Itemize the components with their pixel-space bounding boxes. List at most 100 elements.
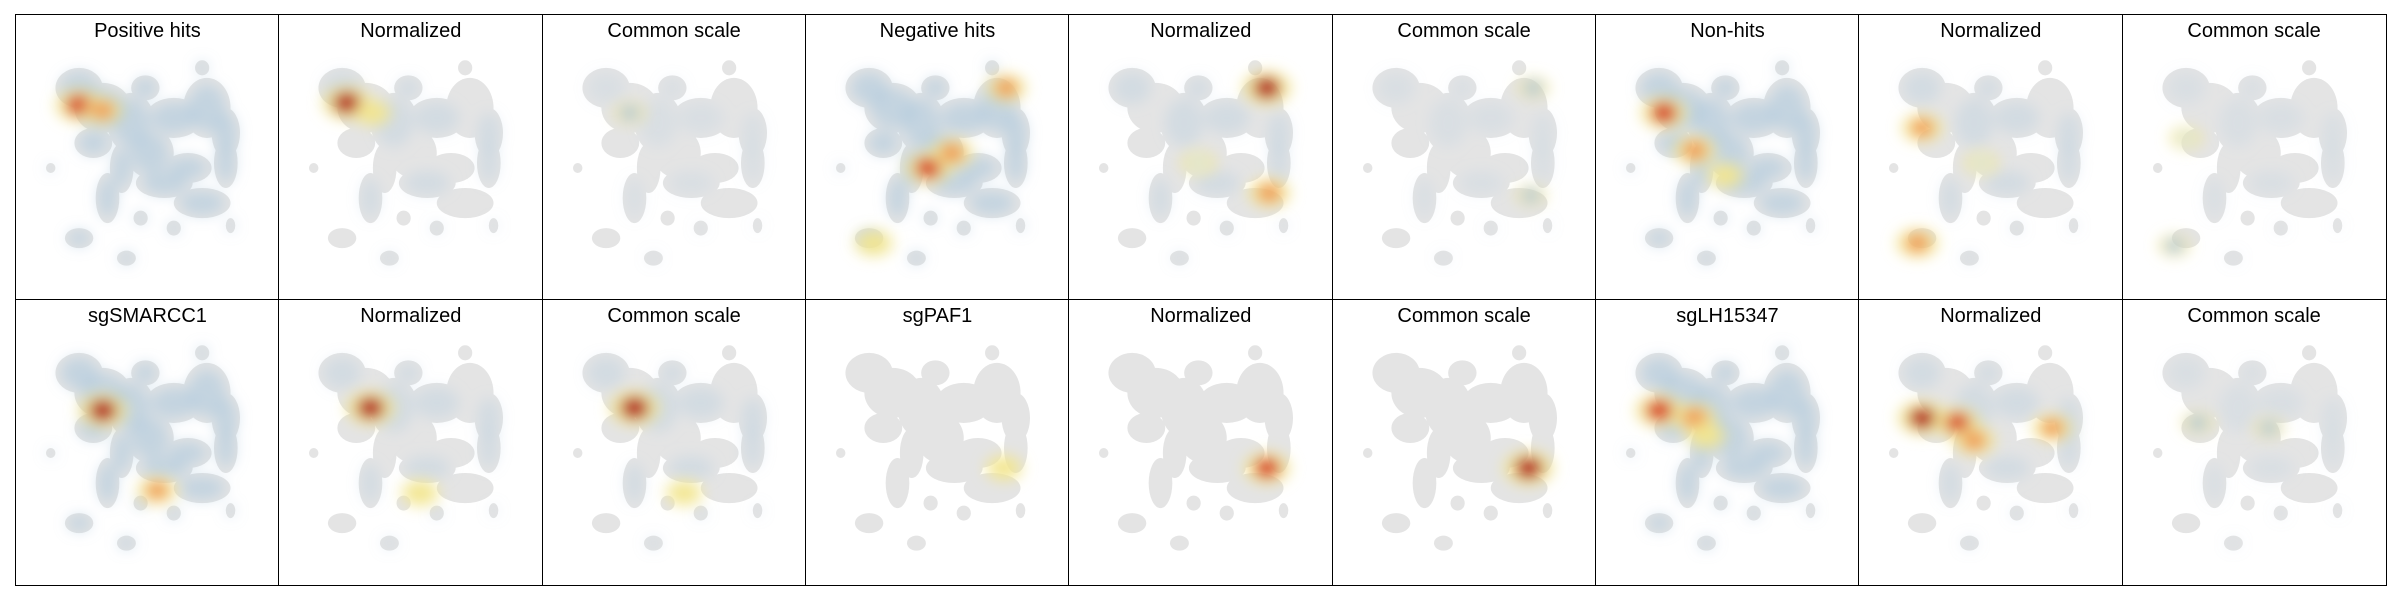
density-blob	[1941, 178, 1961, 219]
density-blob	[1221, 222, 1233, 235]
density-blob	[1626, 163, 1635, 173]
hotspot	[1514, 457, 1543, 480]
density-panel: Common scale	[2121, 299, 2387, 586]
cell-cluster	[2038, 345, 2053, 361]
density-panel: Common scale	[541, 299, 807, 586]
density-blob	[1776, 346, 1788, 359]
density-blob	[490, 504, 498, 517]
hotspot	[1253, 77, 1281, 99]
density-blob	[168, 507, 180, 520]
density-blob	[645, 252, 661, 265]
density-blob	[2011, 507, 2023, 520]
cell-cluster	[1381, 228, 1410, 249]
cell-cluster	[2280, 188, 2338, 219]
density-blob	[226, 219, 235, 232]
density-map	[1889, 345, 2084, 551]
hotspot-layer	[1243, 451, 1292, 485]
density-blob	[216, 142, 236, 184]
density-blob	[187, 83, 226, 132]
cell-cluster	[921, 360, 950, 386]
density-blob	[1806, 219, 1815, 232]
density-blob	[382, 252, 398, 265]
cell-cluster	[700, 473, 758, 504]
density-blob	[131, 417, 170, 459]
density-layer	[1626, 61, 1818, 265]
density-blob	[98, 463, 117, 504]
cell-cluster	[309, 447, 319, 459]
cell-cluster	[1433, 535, 1453, 551]
density-blob	[1794, 397, 1818, 438]
density-blob	[677, 386, 724, 419]
panel-title: Normalized	[1150, 20, 1252, 42]
cell-cluster	[906, 535, 926, 551]
density-blob	[2257, 101, 2304, 134]
density-blob	[112, 147, 132, 189]
density-blob	[986, 61, 998, 74]
density-blob	[1759, 191, 1805, 216]
density-blob	[133, 77, 157, 98]
density-blob	[179, 476, 225, 501]
hotspot	[1650, 102, 1677, 124]
hotspot	[863, 234, 885, 252]
density-panel: Normalized	[1068, 299, 1334, 586]
cell-cluster	[2240, 495, 2255, 511]
density-map	[2152, 345, 2347, 551]
density-blob	[1151, 178, 1171, 219]
density-layer	[1376, 71, 1554, 265]
density-blob	[187, 368, 226, 417]
density-blob	[1731, 386, 1777, 419]
density-blob	[2070, 504, 2078, 517]
density-blob	[1796, 142, 1816, 184]
density-blob	[2257, 386, 2304, 419]
density-blob	[1187, 77, 1211, 98]
cell-cluster	[1179, 412, 1228, 464]
density-blob	[477, 397, 501, 438]
density-blob	[1977, 362, 2001, 383]
density-blob	[67, 230, 91, 247]
density-blob	[1955, 98, 1994, 147]
panel-title: sgPAF1	[902, 305, 973, 327]
cell-cluster	[916, 412, 964, 464]
density-blob	[2204, 178, 2224, 219]
cell-cluster	[2171, 513, 2200, 534]
hotspot	[2165, 238, 2183, 253]
hotspot-layer	[853, 73, 1028, 258]
density-blob	[1647, 230, 1671, 247]
cell-silhouette	[1099, 345, 1294, 551]
density-panel: sgPAF1	[805, 299, 1070, 586]
density-blob	[1903, 71, 1942, 104]
density-blob	[196, 346, 208, 359]
density-blob	[151, 386, 197, 419]
hotspot-layer	[1180, 70, 1293, 209]
density-layer	[323, 71, 501, 265]
panel-title: Normalized	[1150, 305, 1252, 327]
cell-cluster	[1908, 513, 1937, 534]
hotspot-layer	[1515, 76, 1550, 207]
hotspot-layer	[984, 454, 1024, 482]
cell-cluster	[1127, 127, 1166, 158]
density-map	[572, 345, 767, 551]
cell-cluster	[1127, 412, 1166, 443]
density-map	[1889, 60, 2084, 266]
hotspot-layer	[2181, 411, 2285, 439]
density-map	[1362, 345, 1557, 551]
density-blob	[98, 178, 117, 219]
hotspot	[1682, 141, 1707, 160]
density-blob	[1543, 219, 1551, 232]
density-blob	[216, 427, 236, 469]
density-blob	[67, 515, 91, 532]
cell-cluster	[1447, 360, 1477, 386]
density-blob	[151, 101, 197, 134]
density-blob	[1713, 77, 1737, 98]
cell-cluster	[1542, 503, 1552, 519]
cell-cluster	[572, 162, 583, 174]
hotspot	[409, 484, 432, 502]
density-blob	[1721, 456, 1768, 481]
panel-title: Common scale	[2187, 305, 2321, 327]
cell-cluster	[835, 447, 846, 459]
panel-title: Common scale	[1397, 20, 1531, 42]
density-blob	[1678, 463, 1697, 504]
density-map	[45, 345, 241, 551]
density-blob	[2274, 507, 2287, 520]
hotspot	[2188, 416, 2207, 430]
